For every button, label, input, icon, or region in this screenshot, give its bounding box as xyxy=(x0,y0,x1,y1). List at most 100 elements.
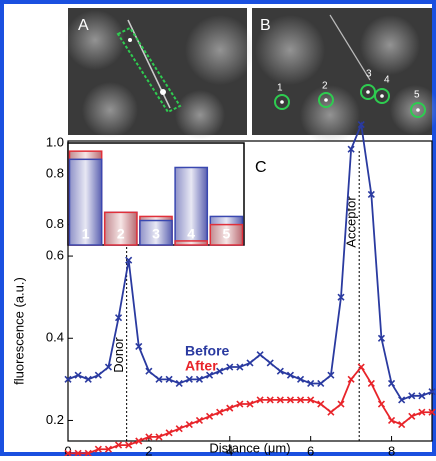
marker xyxy=(337,293,345,301)
x-axis-label: Distance (μm) xyxy=(209,440,290,455)
marker xyxy=(114,441,123,449)
legend-entry: After xyxy=(185,358,218,374)
spot-circle xyxy=(360,84,376,100)
marker xyxy=(236,363,244,371)
x-tick-label: 8 xyxy=(388,443,395,456)
marker xyxy=(205,412,214,420)
marker xyxy=(276,396,284,404)
panel-label: A xyxy=(78,17,89,34)
marker xyxy=(266,396,274,404)
marker xyxy=(94,371,102,379)
marker xyxy=(347,375,355,383)
marker xyxy=(398,420,406,429)
bar xyxy=(139,219,173,246)
marker xyxy=(266,359,274,367)
marker xyxy=(145,367,153,375)
spot-circle xyxy=(318,92,334,108)
marker xyxy=(256,351,264,359)
marker xyxy=(74,371,82,379)
y-tick-label: 1.0 xyxy=(46,134,64,149)
marker xyxy=(64,449,72,457)
marker xyxy=(205,371,214,379)
marker xyxy=(296,396,305,404)
spot-label: 5 xyxy=(414,90,420,101)
marker xyxy=(155,433,163,441)
y-tick-label: 0.6 xyxy=(46,248,64,263)
annotation: Donor xyxy=(111,337,126,373)
marker xyxy=(84,449,92,457)
x-tick-label: 4 xyxy=(187,226,195,242)
marker xyxy=(84,375,92,383)
marker xyxy=(135,437,143,445)
marker xyxy=(307,379,315,388)
marker xyxy=(357,120,365,129)
marker xyxy=(377,334,386,342)
marker xyxy=(367,379,375,388)
x-tick-label: 2 xyxy=(117,226,125,242)
marker xyxy=(236,400,244,408)
marker xyxy=(175,425,183,433)
image-a: A xyxy=(65,8,255,140)
marker xyxy=(387,416,396,425)
marker xyxy=(367,190,375,198)
marker xyxy=(216,408,224,416)
marker xyxy=(428,408,436,416)
spot-circle xyxy=(274,94,290,110)
marker xyxy=(185,375,193,383)
x-tick-label: 4 xyxy=(226,443,233,456)
marker xyxy=(408,412,416,420)
bar xyxy=(174,240,209,246)
marker xyxy=(185,420,193,429)
panel-label: C xyxy=(255,159,267,176)
marker xyxy=(145,433,153,441)
bar xyxy=(209,223,244,246)
marker xyxy=(94,445,102,453)
spot xyxy=(380,94,384,98)
marker xyxy=(165,429,173,437)
spot-label: 4 xyxy=(384,75,390,86)
x-tick-label: 2 xyxy=(145,443,152,456)
marker xyxy=(357,363,365,371)
marker xyxy=(74,449,82,457)
marker xyxy=(246,359,254,367)
spot xyxy=(324,98,328,102)
spot xyxy=(280,100,284,104)
marker xyxy=(347,145,355,153)
spot-label: 1 xyxy=(277,83,283,94)
marker xyxy=(64,375,72,383)
marker xyxy=(104,445,113,453)
y-tick-label: 0.2 xyxy=(46,412,64,427)
marker xyxy=(307,396,315,404)
marker xyxy=(104,363,113,371)
marker xyxy=(216,367,224,375)
marker xyxy=(114,314,123,322)
marker xyxy=(387,379,396,388)
marker xyxy=(246,400,254,408)
marker xyxy=(418,408,426,416)
y-tick-label: 0.8 xyxy=(46,165,64,180)
marker xyxy=(125,256,133,264)
spot-circle xyxy=(374,88,390,104)
marker xyxy=(327,408,335,416)
spot-label: 3 xyxy=(366,69,372,80)
spot-circle xyxy=(410,102,426,118)
spot-label: 2 xyxy=(322,81,328,92)
marker xyxy=(135,342,143,351)
marker xyxy=(175,379,183,388)
bar xyxy=(68,158,103,246)
marker xyxy=(296,375,305,383)
marker xyxy=(226,363,234,371)
marker xyxy=(418,392,426,400)
marker xyxy=(317,379,325,388)
x-tick-label: 1 xyxy=(82,226,90,242)
x-tick-label: 0 xyxy=(64,443,71,456)
y-tick-label: 0.8 xyxy=(46,216,64,231)
marker xyxy=(226,404,234,412)
marker xyxy=(195,375,204,383)
marker xyxy=(428,388,436,396)
y-tick-label: 0.4 xyxy=(46,330,64,345)
marker xyxy=(286,371,295,379)
bar xyxy=(103,211,138,246)
marker xyxy=(165,375,173,383)
